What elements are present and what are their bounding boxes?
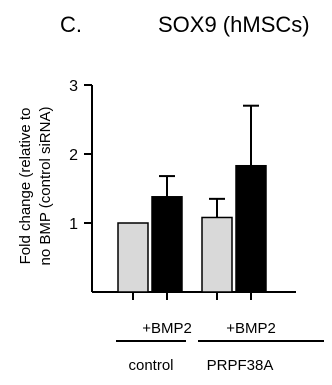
y-tick-label: 2 [69,147,78,164]
group-label: control [128,357,173,374]
treatment-label: +BMP2 [226,320,276,337]
treatment-label: +BMP2 [142,320,192,337]
y-axis-title-line: no BMP (control siRNA) [37,107,54,266]
bar-3 [235,164,267,293]
bar-2 [201,216,233,293]
y-tick-label: 1 [69,216,78,233]
group-label: PRPF38A [207,357,274,374]
bar-1 [151,196,183,293]
y-axis-title-line: Fold change (relative to [17,108,34,265]
y-tick-label: 3 [69,78,78,95]
chart-title: SOX9 (hMSCs) [158,12,310,37]
panel-label: C. [60,12,82,37]
bar-0 [117,222,149,293]
